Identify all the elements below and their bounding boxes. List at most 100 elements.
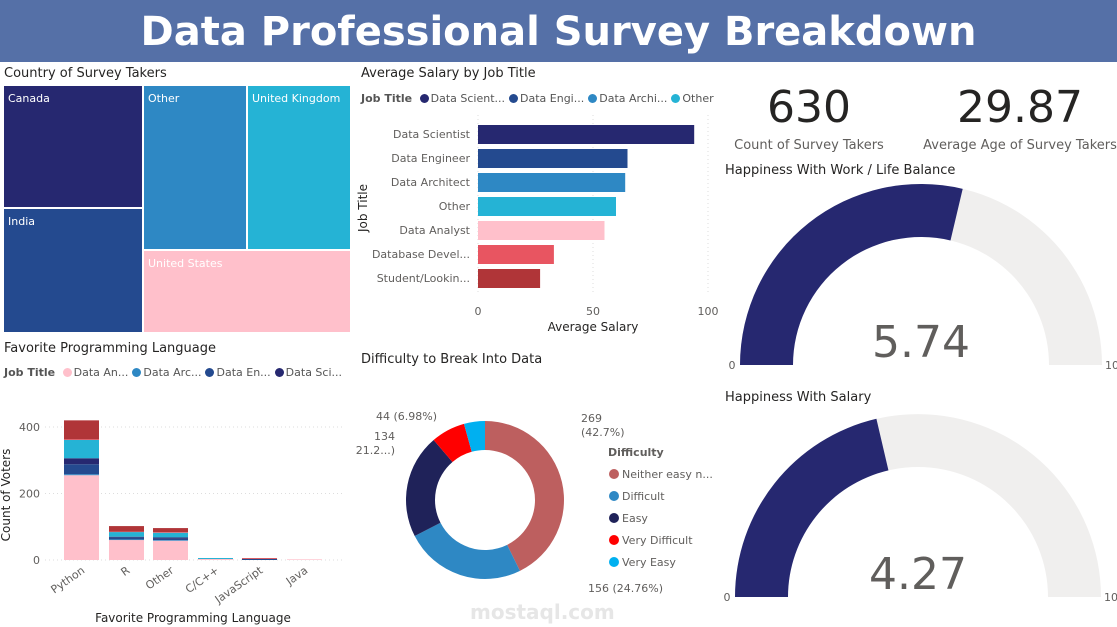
legend-dot-icon (609, 491, 619, 501)
legend-item[interactable]: Data En... (216, 366, 271, 379)
legend-dot-icon (609, 513, 619, 523)
legend-dot-icon (274, 368, 284, 377)
treemap-tile-united-kingdom[interactable]: United Kingdom (247, 85, 351, 250)
treemap-tile-other[interactable]: Other (143, 85, 247, 250)
bar-student-lookin- (478, 269, 541, 288)
difficulty-donut-chart: 269(42.7%) Neither easy n... 156 (24.76%) D… (355, 410, 713, 595)
tile-label: United Kingdom (252, 92, 341, 105)
y-axis-title: Job Title (356, 184, 370, 233)
legend-item: Difficult (622, 490, 665, 503)
bar-segment (198, 559, 233, 560)
salary-legend: Job Title Data Scient... Data Engi... Data… (361, 92, 714, 105)
legend-dot-icon (609, 469, 619, 479)
x-category-label: JavaScript (212, 563, 266, 606)
bar-segment (109, 536, 144, 538)
donut-slice (485, 421, 564, 571)
y-category-label: Other (439, 200, 471, 213)
bar-segment (153, 538, 188, 541)
language-stacked-bar-chart: 0 200 400 Python R Other C/C++JavaScript Java Fa… (0, 420, 342, 625)
gauge-value: 5.74 (872, 317, 970, 368)
salary-chart-title: Average Salary by Job Title (361, 66, 536, 81)
legend-item[interactable]: Data Sci... (285, 366, 343, 379)
gauge-salary: 4.27 0 10 (724, 414, 1117, 604)
gauge-worklife: 5.74 0 10 (729, 183, 1117, 372)
legend-item: Neither easy n... (622, 468, 713, 481)
legend-dot-icon (509, 94, 519, 103)
legend-item[interactable]: Data An... (73, 366, 129, 379)
x-category-label: Other (143, 564, 176, 593)
gauge-value: 4.27 (869, 549, 967, 600)
y-tick-label: 200 (19, 488, 40, 501)
bar-other (478, 197, 616, 216)
y-category-label: Data Analyst (399, 224, 470, 237)
legend-item[interactable]: Other (682, 92, 714, 105)
bar-segment (242, 558, 277, 560)
x-category-label: R (118, 564, 132, 579)
data-label: 134 (374, 430, 395, 443)
x-category-label: Java (283, 564, 310, 589)
kpi-count-label: Count of Survey Takers (734, 138, 884, 153)
legend-item: Easy (622, 512, 648, 525)
donut-slice (414, 522, 520, 579)
bar-segment (153, 532, 188, 538)
legend-item[interactable]: Data Scient... (430, 92, 506, 105)
watermark: mostaql.com (470, 600, 615, 624)
bar-segment (64, 458, 99, 465)
salary-bar-chart: 0 50 100 Data Scientist Data Engineer Data Ar… (356, 115, 719, 334)
y-category-label: Database Devel... (372, 248, 470, 261)
y-category-label: Data Architect (391, 176, 471, 189)
bar-segment (64, 420, 99, 440)
bar-segment (109, 526, 144, 532)
data-label: (21.2...) (355, 444, 395, 457)
y-tick-label: 400 (19, 421, 40, 434)
legend-dot-icon (419, 94, 429, 103)
language-legend: Job Title Data An... Data Arc... Data En..… (4, 366, 342, 379)
gauge-fill (735, 418, 889, 597)
gauge-min-label: 0 (724, 591, 731, 604)
treemap-tile-united-states[interactable]: United States (143, 250, 351, 333)
x-category-label: Python (49, 564, 88, 597)
bar-segment (198, 558, 233, 560)
bar-segment (109, 539, 144, 541)
donut-slice (406, 439, 453, 537)
legend-dot-icon (62, 368, 72, 377)
bar-segment (287, 559, 322, 560)
y-category-label: Data Scientist (393, 128, 471, 141)
legend-dot-icon (671, 94, 681, 103)
donut-slice (433, 423, 472, 463)
legend-item: Very Difficult (622, 534, 693, 547)
legend-dot-icon (205, 368, 215, 377)
tile-label: India (8, 215, 35, 228)
legend-title: Job Title (361, 92, 413, 105)
bar-segment (109, 537, 144, 540)
bar-segment (64, 475, 99, 560)
x-axis-title: Favorite Programming Language (95, 611, 291, 625)
gauge-max-label: 10 (1104, 591, 1117, 604)
bar-segment (153, 528, 188, 533)
bar-segment (242, 559, 277, 560)
country-treemap: Canada India Other United Kingdom United… (3, 85, 351, 333)
x-tick-label: 0 (475, 305, 482, 318)
legend-item[interactable]: Data Engi... (520, 92, 585, 105)
y-tick-label: 0 (33, 554, 40, 567)
data-label: (42.7%) (581, 426, 625, 439)
bar-data-analyst (478, 221, 605, 240)
legend-item[interactable]: Data Arc... (143, 366, 202, 379)
x-tick-label: 100 (698, 305, 719, 318)
bar-data-engineer (478, 149, 628, 168)
bar-segment (64, 439, 99, 440)
treemap-tile-canada[interactable]: Canada (3, 85, 143, 208)
data-label: 156 (24.76%) (588, 582, 663, 595)
kpi-age-value: 29.87 (957, 82, 1083, 133)
bar-segment (109, 532, 144, 537)
y-category-label: Data Engineer (391, 152, 470, 165)
bar-database-devel- (478, 245, 554, 264)
difficulty-chart-title: Difficulty to Break Into Data (361, 352, 543, 367)
legend-title: Job Title (4, 366, 56, 379)
y-category-label: Student/Lookin... (377, 272, 470, 285)
treemap-tile-india[interactable]: India (3, 208, 143, 333)
bar-segment (153, 537, 188, 539)
legend-item[interactable]: Data Archi... (599, 92, 668, 105)
data-label: 44 (6.98%) (376, 410, 437, 423)
tile-label: Canada (8, 92, 50, 105)
